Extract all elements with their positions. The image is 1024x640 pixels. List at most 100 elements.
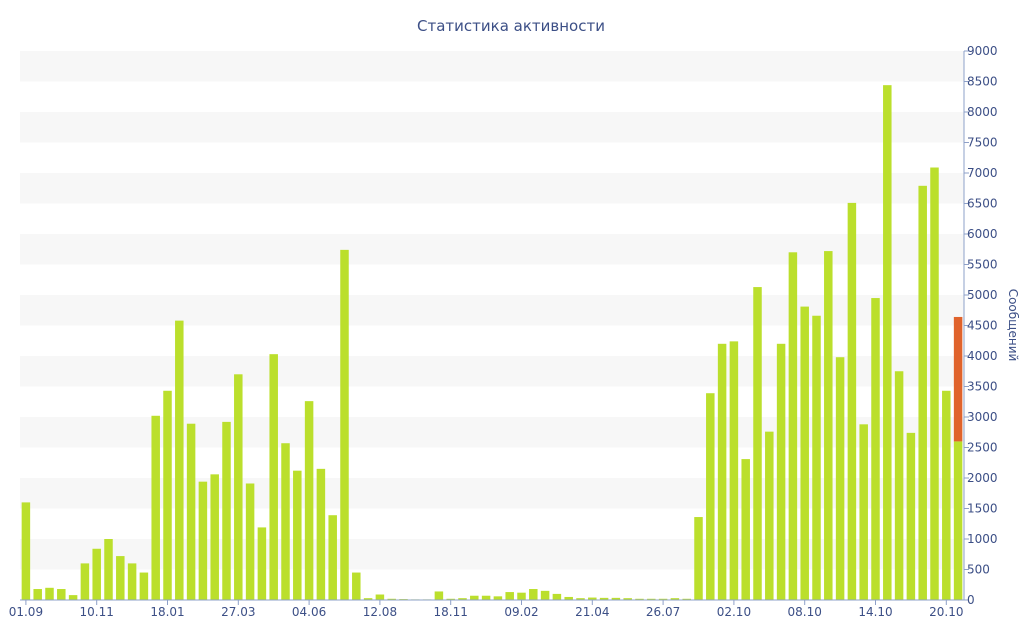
bar — [175, 320, 184, 600]
grid-band — [20, 234, 964, 265]
bar — [765, 431, 774, 600]
bar — [92, 548, 101, 600]
bar — [953, 441, 963, 600]
bar — [717, 343, 727, 600]
y-tick-label: 6000 — [967, 227, 998, 241]
bar — [906, 432, 916, 600]
bar — [894, 371, 904, 600]
bar — [930, 167, 939, 600]
bar — [352, 572, 361, 600]
bar — [458, 598, 467, 600]
bar — [588, 597, 597, 600]
bar — [694, 517, 703, 600]
bar — [883, 85, 892, 600]
bar — [623, 598, 632, 600]
bar — [198, 481, 208, 600]
bar — [375, 594, 385, 600]
bar — [824, 251, 833, 600]
x-tick-label: 20.10 — [929, 605, 963, 619]
bar — [234, 374, 243, 600]
bar — [222, 421, 231, 600]
x-tick-label: 12.08 — [363, 605, 397, 619]
bar — [776, 343, 786, 600]
x-tick-label: 02.10 — [717, 605, 751, 619]
bar — [670, 598, 680, 600]
x-tick-label: 26.07 — [646, 605, 680, 619]
bar — [57, 589, 66, 600]
bar — [116, 556, 125, 600]
y-tick-label: 4000 — [967, 349, 998, 363]
bar-series — [21, 85, 963, 601]
bar — [871, 298, 880, 600]
x-tick-label: 01.09 — [9, 605, 43, 619]
bar — [434, 591, 444, 600]
bar — [835, 357, 845, 600]
y-tick-label: 500 — [967, 563, 990, 577]
bar — [446, 598, 455, 600]
y-tick-label: 5500 — [967, 258, 998, 272]
bar — [316, 468, 326, 600]
bar — [611, 597, 621, 600]
y-tick-label: 8500 — [967, 75, 998, 89]
grid-band — [20, 112, 964, 143]
y-tick-label: 3000 — [967, 410, 998, 424]
x-axis: 01.09 10.11 18.01 27.03 04.06 12.08 18.11 09.02… — [9, 599, 964, 619]
chart-title: Статистика активности — [417, 17, 605, 35]
bar — [269, 354, 278, 600]
y-tick-label: 0 — [967, 593, 975, 607]
bar — [163, 390, 172, 600]
bar — [942, 390, 951, 600]
x-tick-label: 21.04 — [575, 605, 609, 619]
y-axis-title: Сообщений — [1006, 289, 1020, 362]
y-tick-label: 7000 — [967, 166, 998, 180]
bar — [340, 249, 349, 601]
y-tick-label: 2000 — [967, 471, 998, 485]
bar — [186, 423, 196, 600]
bar — [576, 598, 585, 600]
bar — [599, 597, 609, 600]
bar — [682, 598, 691, 600]
bar — [859, 424, 868, 600]
bar — [741, 459, 750, 600]
x-tick-label: 27.03 — [221, 605, 255, 619]
bar — [68, 595, 78, 600]
bar — [127, 563, 137, 600]
grid-band — [20, 478, 964, 509]
y-tick-label: 1000 — [967, 532, 998, 546]
bar — [706, 393, 715, 600]
bar — [139, 572, 149, 600]
bar — [564, 596, 573, 600]
bar — [552, 593, 562, 600]
bar — [847, 202, 857, 600]
bar — [635, 598, 644, 600]
bar — [387, 598, 396, 600]
y-tick-label: 3500 — [967, 380, 998, 394]
x-tick-label: 04.06 — [292, 605, 326, 619]
x-tick-label: 14.10 — [858, 605, 892, 619]
y-axis: 0 500 1000 1500 2000 2500 3000 3500 4000 4500 5000… — [963, 44, 998, 607]
bar — [151, 415, 160, 600]
grid-band — [20, 539, 964, 570]
x-tick-label: 18.01 — [150, 605, 184, 619]
bar — [304, 401, 314, 600]
bar — [45, 587, 54, 600]
bar — [328, 515, 337, 600]
bar — [104, 539, 113, 600]
x-tick-label: 18.11 — [434, 605, 468, 619]
bar — [540, 590, 550, 600]
bar — [788, 252, 798, 601]
bar — [293, 470, 302, 600]
bar — [481, 595, 491, 600]
grid-band — [20, 173, 964, 204]
bar — [529, 589, 538, 600]
bar — [80, 563, 90, 600]
grid-band — [20, 356, 964, 387]
grid-band — [20, 295, 964, 326]
bar — [753, 287, 762, 600]
grid-band — [20, 417, 964, 448]
bar — [517, 592, 526, 600]
bar — [257, 527, 267, 600]
bar — [470, 595, 479, 600]
y-tick-label: 5000 — [967, 288, 998, 302]
